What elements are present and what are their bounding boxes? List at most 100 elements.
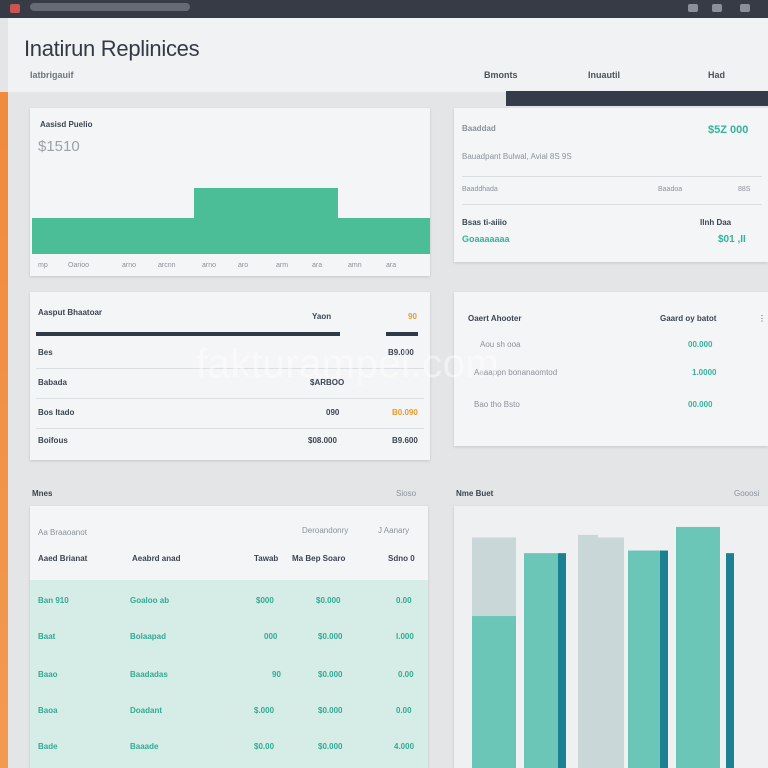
list-row-4-right: B9.600 — [392, 436, 418, 445]
table-cell[interactable]: Ban 910 — [38, 596, 69, 605]
table-body: Ban 910 Goaloo ab $000 $0.000 0.00 Baat … — [30, 580, 428, 768]
stats-row2-value: Goaaaaaaa — [462, 234, 510, 244]
bar[interactable] — [598, 537, 624, 768]
table-cell[interactable]: 0.00 — [398, 670, 414, 679]
table-cell[interactable]: $.000 — [254, 706, 275, 715]
bar[interactable] — [578, 534, 598, 768]
bar-chart-panel — [454, 506, 768, 768]
table-col-4: Ma Bep Soaro — [292, 554, 346, 563]
summary-area-fill — [32, 188, 430, 254]
list-row-2-value: $ARBOO — [310, 378, 345, 387]
stats-title: Baaddad — [462, 124, 496, 133]
minimize-icon[interactable] — [688, 4, 698, 12]
table-cell[interactable]: $0.000 — [316, 596, 341, 605]
bar[interactable] — [628, 550, 660, 768]
list-header-bar — [36, 332, 340, 336]
section-right-title: Nme Buet — [456, 489, 494, 498]
close-icon[interactable] — [10, 4, 20, 13]
table-cell[interactable]: Baoa — [38, 706, 58, 715]
divider — [462, 204, 762, 205]
table-cell[interactable]: $000 — [256, 596, 274, 605]
list-row-1-label: Bes — [38, 348, 53, 357]
divider — [462, 176, 762, 177]
right-list-title: Oaert Ahooter — [468, 314, 522, 323]
stats-row2-right-value: $01 ,II — [718, 234, 746, 245]
list-card: Aasput Bhaatoar Yaon 90 Bes B9.000 Babad… — [30, 292, 430, 460]
x-tick-label: amn — [348, 262, 362, 269]
bar[interactable] — [726, 553, 734, 768]
stats-row2-right-label: Ilnh Daa — [700, 218, 732, 227]
right-list-header-right: Gaard oy batot — [660, 314, 717, 323]
summary-card: Aasisd Puelio $1510 mp Oarioo arno arcnn arn… — [30, 108, 430, 276]
x-tick-label: Oarioo — [68, 262, 90, 269]
stats-line: Bauadpant Bulwal, Avial 8S 9S — [462, 152, 572, 161]
stats-row2-label: Bsas ti-aiiio — [462, 218, 507, 227]
table-cell[interactable]: Bolaapad — [130, 632, 167, 641]
right-list-row-2-label: Aaaappn bonanaomtod — [474, 368, 558, 377]
address-bar[interactable] — [30, 3, 190, 11]
stats-card: Baaddad $5Z 000 Bauadpant Bulwal, Avial … — [454, 108, 768, 262]
x-tick-label: mp — [38, 262, 48, 269]
list-row-3-value: 090 — [326, 408, 340, 417]
nav-item-2[interactable]: Inuautil — [588, 70, 620, 80]
right-list-row-1-value: 00.000 — [688, 340, 713, 349]
table-cell[interactable]: Doadant — [130, 706, 162, 715]
summary-area-chart — [32, 188, 430, 254]
maximize-icon[interactable] — [712, 4, 722, 12]
table-cell[interactable]: 0.00 — [396, 706, 412, 715]
more-icon[interactable]: ⋮ — [758, 314, 766, 323]
page-header: Inatirun Replinices Iatbrigauif Bmonts I… — [8, 18, 768, 92]
x-tick-label: ara — [312, 262, 323, 269]
bar[interactable] — [676, 526, 720, 768]
section-right-right[interactable]: Gooosi — [734, 489, 760, 498]
divider — [36, 398, 424, 399]
table-col-5: Sdno 0 — [388, 554, 415, 563]
section-left-right[interactable]: Sioso — [396, 489, 417, 498]
bar[interactable] — [558, 553, 566, 768]
table-cell[interactable]: Goaloo ab — [130, 596, 170, 605]
table-cell[interactable]: Baaade — [130, 742, 159, 751]
header-accent-bar — [506, 91, 768, 106]
table-cell[interactable]: $0.000 — [318, 632, 343, 641]
x-tick-label: ara — [386, 262, 397, 269]
table-cell[interactable]: Baao — [38, 670, 58, 679]
table-cell[interactable]: 90 — [272, 670, 281, 679]
table-cell[interactable]: Baadadas — [130, 670, 168, 679]
table-cell[interactable]: $0.000 — [318, 706, 343, 715]
table-top-mid: Deroandonry — [302, 526, 349, 535]
table-cell[interactable]: $0.000 — [318, 742, 343, 751]
nav-item-3[interactable]: Had — [708, 70, 726, 80]
bar[interactable] — [472, 616, 516, 768]
right-list-row-3-value: 00.000 — [688, 400, 713, 409]
right-list-row-2-value: 1.0000 — [692, 368, 717, 377]
table-col-1: Aaed Brianat — [38, 554, 88, 563]
table-cell[interactable]: Baat — [38, 632, 56, 641]
table-cell[interactable]: 000 — [264, 632, 278, 641]
table-col-3: Tawab — [254, 554, 279, 563]
nav-item-1[interactable]: Bmonts — [484, 70, 518, 80]
bar[interactable] — [660, 550, 668, 768]
table-top-left: Aa Braaoanot — [38, 528, 87, 537]
table-cell[interactable]: 4.000 — [394, 742, 415, 751]
window-close-icon[interactable] — [740, 4, 750, 12]
table-cell[interactable]: Bade — [38, 742, 58, 751]
list-row-3-label: Bos Itado — [38, 408, 75, 417]
section-left-title: Mnes — [32, 489, 53, 498]
bar-chart — [472, 526, 734, 768]
table-cell[interactable]: $0.000 — [318, 670, 343, 679]
page-title: Inatirun Replinices — [24, 36, 200, 61]
x-tick-label: arm — [276, 262, 289, 269]
right-list-row-1-label: Aou sh ooa — [480, 340, 521, 349]
summary-value: $1510 — [38, 138, 80, 155]
list-header-mid: Yaon — [312, 312, 332, 321]
table-cell[interactable]: 0.00 — [396, 596, 412, 605]
right-list-row-3-label: Bao tho Bsto — [474, 400, 520, 409]
table-cell[interactable]: $0.00 — [254, 742, 275, 751]
stats-row1-label: Baaddhada — [462, 186, 498, 193]
bar[interactable] — [524, 553, 558, 768]
list-row-4-value: $08.000 — [308, 436, 337, 445]
table-top-right: J Aanary — [378, 526, 410, 535]
table-col-2: Aeabrd anad — [132, 554, 181, 563]
list-row-4-label: Boifous — [38, 436, 68, 445]
table-cell[interactable]: I.000 — [396, 632, 414, 641]
